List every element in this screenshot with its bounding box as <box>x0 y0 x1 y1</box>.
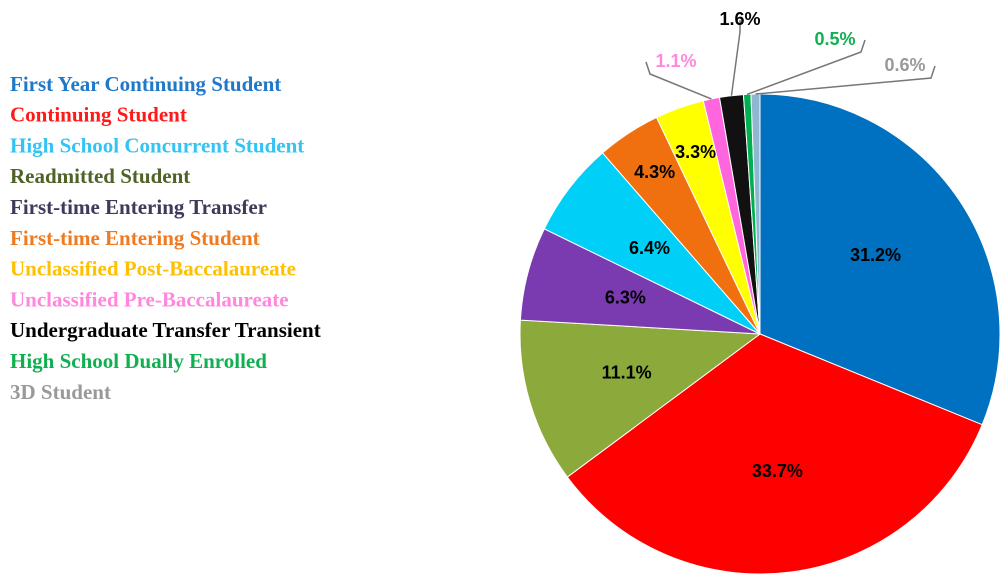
legend-entry: First-time Entering Student <box>10 226 260 250</box>
data-label: 3.3% <box>675 142 716 162</box>
leader-line <box>645 61 712 100</box>
legend-entry: Undergraduate Transfer Transient <box>10 318 321 342</box>
data-label: 31.2% <box>850 245 901 265</box>
legend-entry: High School Concurrent Student <box>10 133 304 157</box>
legend-entry: First Year Continuing Student <box>10 72 281 96</box>
legend-entry: Readmitted Student <box>10 164 190 188</box>
data-label: 1.1% <box>655 51 696 71</box>
data-label: 33.7% <box>752 461 803 481</box>
leader-line <box>755 65 936 95</box>
data-label: 11.1% <box>602 363 652 383</box>
pie: 31.2% 33.7% 11.1% 6.3% 6.4% 4.3%3.3% 1.1% 1.6% 0… <box>519 9 1000 575</box>
data-label: 0.5% <box>814 29 855 49</box>
data-label: 4.3% <box>634 162 675 182</box>
legend-entry: First-time Entering Transfer <box>10 195 267 219</box>
pie-slice <box>519 319 762 478</box>
legend-entry: 3D Student <box>10 380 111 404</box>
data-label: 1.6% <box>719 9 760 29</box>
legend-entry: Unclassified Post-Baccalaureate <box>10 257 296 281</box>
leader-line <box>730 20 741 96</box>
legend-entry: Continuing Student <box>10 103 187 127</box>
pie-slice <box>759 93 1000 426</box>
data-label: 6.3% <box>605 288 646 308</box>
legend-entry: High School Dually Enrolled <box>10 349 267 373</box>
pie-slice <box>566 333 983 575</box>
data-label: 0.6% <box>884 55 925 75</box>
legend-entry: Unclassified Pre-Baccalaureate <box>10 287 289 311</box>
data-label: 6.4% <box>629 238 670 258</box>
legend: First Year Continuing Student Continuing … <box>10 72 321 404</box>
leader-line <box>746 39 866 96</box>
